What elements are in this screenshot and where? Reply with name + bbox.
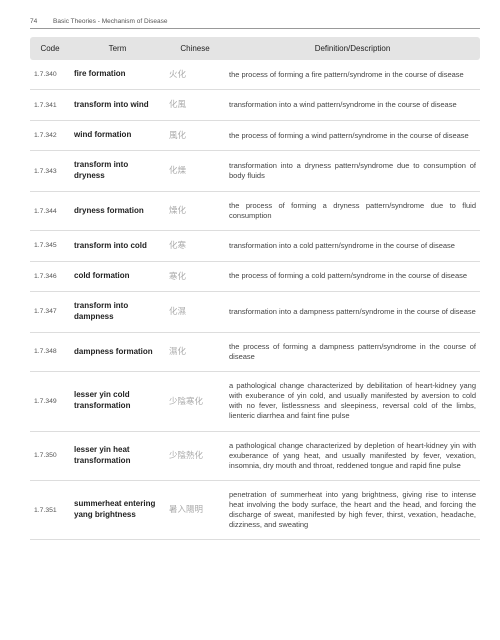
cell-chinese: 化燥: [165, 151, 225, 192]
cell-definition: a pathological change characterized by d…: [225, 431, 480, 480]
cell-term: wind formation: [70, 120, 165, 150]
table-row: 1.7.344dryness formation燥化the process of…: [30, 192, 480, 231]
cell-definition: transformation into a cold pattern/syndr…: [225, 231, 480, 261]
table-row: 1.7.350lesser yin heat transformation少陰熱…: [30, 431, 480, 480]
cell-code: 1.7.342: [30, 120, 70, 150]
col-header-definition: Definition/Description: [225, 37, 480, 60]
cell-term: dampness formation: [70, 332, 165, 371]
cell-definition: the process of forming a fire pattern/sy…: [225, 60, 480, 90]
cell-definition: the process of forming a dampness patter…: [225, 332, 480, 371]
cell-term: fire formation: [70, 60, 165, 90]
table-row: 1.7.348dampness formation濕化the process o…: [30, 332, 480, 371]
cell-definition: penetration of summerheat into yang brig…: [225, 480, 480, 540]
cell-code: 1.7.346: [30, 261, 70, 291]
table-row: 1.7.349lesser yin cold transformation少陰寒…: [30, 372, 480, 432]
cell-term: transform into dampness: [70, 292, 165, 333]
cell-definition: transformation into a wind pattern/syndr…: [225, 90, 480, 120]
cell-code: 1.7.348: [30, 332, 70, 371]
cell-code: 1.7.349: [30, 372, 70, 432]
table-row: 1.7.341transform into wind化風transformati…: [30, 90, 480, 120]
cell-term: lesser yin heat transformation: [70, 431, 165, 480]
terms-table: Code Term Chinese Definition/Description…: [30, 37, 480, 540]
cell-chinese: 寒化: [165, 261, 225, 291]
cell-chinese: 濕化: [165, 332, 225, 371]
table-row: 1.7.342wind formation風化the process of fo…: [30, 120, 480, 150]
table-row: 1.7.343transform into dryness化燥transform…: [30, 151, 480, 192]
table-row: 1.7.345transform into cold化寒transformati…: [30, 231, 480, 261]
cell-term: summerheat entering yang brightness: [70, 480, 165, 540]
cell-chinese: 燥化: [165, 192, 225, 231]
section-title: Basic Theories - Mechanism of Disease: [53, 18, 167, 25]
cell-chinese: 化風: [165, 90, 225, 120]
cell-code: 1.7.347: [30, 292, 70, 333]
table-row: 1.7.346cold formation寒化the process of fo…: [30, 261, 480, 291]
cell-chinese: 暑入陽明: [165, 480, 225, 540]
cell-definition: transformation into a dampness pattern/s…: [225, 292, 480, 333]
table-row: 1.7.351summerheat entering yang brightne…: [30, 480, 480, 540]
table-header-row: Code Term Chinese Definition/Description: [30, 37, 480, 60]
cell-code: 1.7.340: [30, 60, 70, 90]
cell-term: dryness formation: [70, 192, 165, 231]
page-header: 74 Basic Theories - Mechanism of Disease: [30, 18, 480, 29]
cell-term: transform into dryness: [70, 151, 165, 192]
page-number: 74: [30, 18, 37, 25]
cell-code: 1.7.350: [30, 431, 70, 480]
cell-definition: a pathological change characterized by d…: [225, 372, 480, 432]
col-header-chinese: Chinese: [165, 37, 225, 60]
cell-chinese: 火化: [165, 60, 225, 90]
col-header-code: Code: [30, 37, 70, 60]
cell-definition: transformation into a dryness pattern/sy…: [225, 151, 480, 192]
cell-code: 1.7.351: [30, 480, 70, 540]
cell-code: 1.7.344: [30, 192, 70, 231]
col-header-term: Term: [70, 37, 165, 60]
cell-term: transform into wind: [70, 90, 165, 120]
cell-chinese: 化濕: [165, 292, 225, 333]
cell-definition: the process of forming a dryness pattern…: [225, 192, 480, 231]
cell-definition: the process of forming a wind pattern/sy…: [225, 120, 480, 150]
cell-chinese: 少陰寒化: [165, 372, 225, 432]
cell-chinese: 少陰熱化: [165, 431, 225, 480]
cell-term: cold formation: [70, 261, 165, 291]
cell-chinese: 風化: [165, 120, 225, 150]
cell-chinese: 化寒: [165, 231, 225, 261]
cell-code: 1.7.343: [30, 151, 70, 192]
cell-definition: the process of forming a cold pattern/sy…: [225, 261, 480, 291]
cell-code: 1.7.345: [30, 231, 70, 261]
cell-term: lesser yin cold transformation: [70, 372, 165, 432]
cell-term: transform into cold: [70, 231, 165, 261]
table-row: 1.7.347transform into dampness化濕transfor…: [30, 292, 480, 333]
cell-code: 1.7.341: [30, 90, 70, 120]
table-row: 1.7.340fire formation火化the process of fo…: [30, 60, 480, 90]
